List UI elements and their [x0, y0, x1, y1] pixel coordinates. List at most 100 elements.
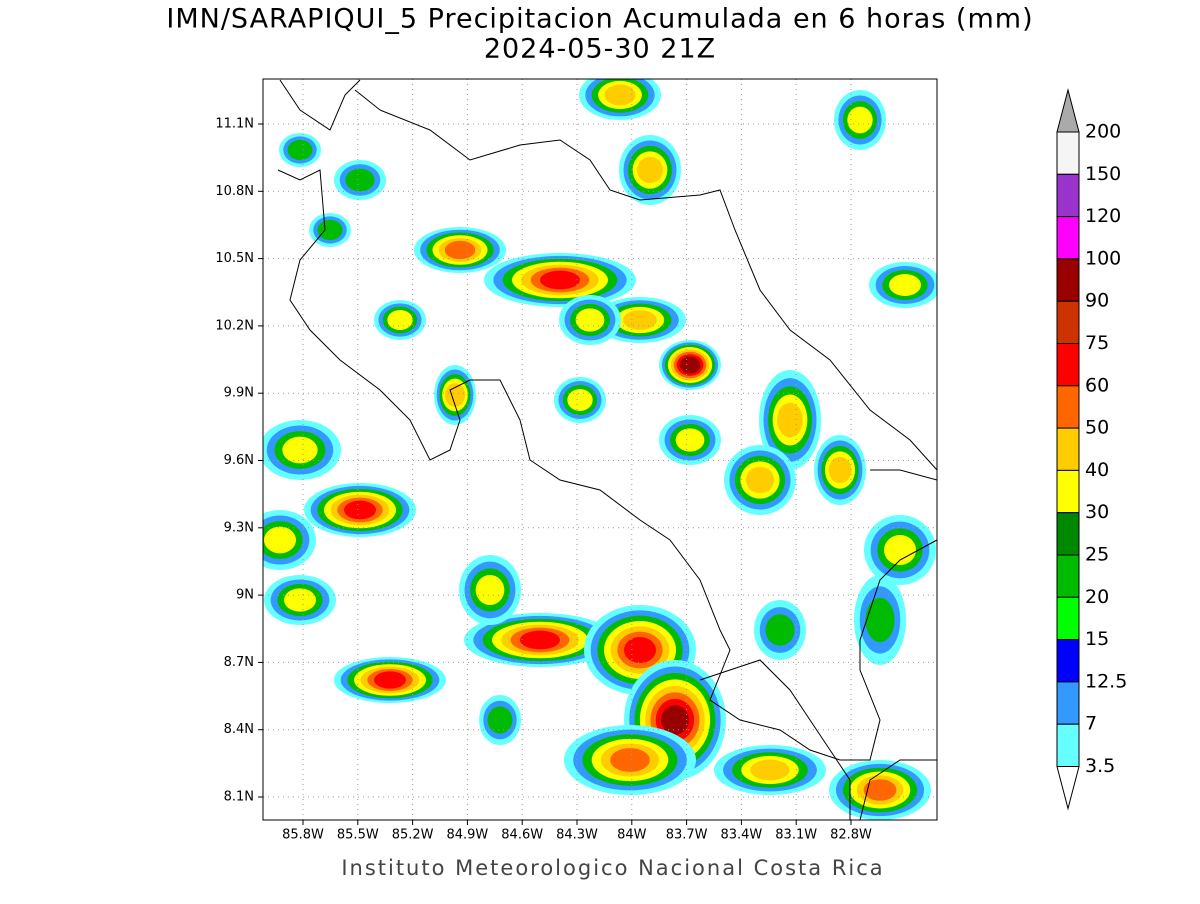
lat-label: 9.9N [224, 386, 254, 401]
precip-blob [345, 168, 375, 192]
coast [279, 79, 361, 131]
precip-blob [264, 526, 296, 554]
precip-blob [317, 219, 343, 241]
precip-blob [344, 500, 376, 520]
colorbar-bin [1056, 512, 1080, 556]
colorbar-label: 7 [1085, 713, 1097, 735]
footer-credit: Instituto Meteorologico Nacional Costa R… [341, 856, 884, 880]
precip-blob [745, 466, 775, 494]
colorbar-bin [1056, 173, 1080, 218]
colorbar-bin [1056, 469, 1080, 514]
lat-label: 11.1N [215, 117, 254, 132]
precip-blob [624, 637, 656, 663]
colorbar-bin [1056, 300, 1080, 345]
precip-blob [623, 310, 657, 330]
colorbar-label: 90 [1085, 290, 1109, 312]
precip-blob [637, 156, 663, 184]
precip-blob [567, 389, 593, 411]
precip-blob [661, 705, 689, 735]
border [699, 659, 851, 820]
colorbar-label: 120 [1085, 205, 1121, 227]
lat-label: 8.4N [224, 722, 254, 737]
map-frame [262, 78, 938, 821]
colorbar-label: 150 [1085, 163, 1121, 185]
colorbar-bin [1056, 723, 1080, 768]
precip-blob [604, 84, 636, 106]
precip-blob [865, 597, 895, 643]
colorbar-bin [1056, 596, 1080, 641]
precip-blob [520, 630, 560, 650]
colorbar-label: 60 [1085, 374, 1109, 396]
lat-label: 10.8N [215, 184, 254, 199]
grid: 11.1N 10.8N 10.5N 10.2N 9.9N 9.6N 9.3N 9N 8.7N 8.… [215, 79, 937, 843]
colorbar-bin [1056, 639, 1080, 683]
lon-label: 84.9W [446, 828, 488, 843]
precip-blob [863, 779, 897, 801]
border [870, 469, 937, 481]
colorbar-label: 25 [1085, 544, 1109, 566]
precip-blob [765, 614, 795, 646]
colorbar-label: 200 [1085, 121, 1121, 143]
colorbar-bin [1056, 681, 1080, 725]
precip-field [263, 79, 937, 820]
precip-blob [884, 535, 916, 565]
coastline [277, 79, 937, 820]
precip-blob [444, 383, 466, 407]
precip-blob [287, 139, 313, 161]
lon-label: 84.3W [556, 828, 598, 843]
lon-label: 84.6W [501, 828, 543, 843]
lat-label: 8.1N [224, 790, 254, 805]
precip-blob [610, 748, 650, 772]
precip-blob [374, 671, 406, 689]
coast [354, 89, 937, 471]
colorbar: 200 150 120 100 90 75 60 50 40 30 25 20 15 12.5 7 3.5 [1056, 88, 1127, 811]
colorbar-bin [1056, 216, 1080, 260]
lat-label: 8.7N [224, 655, 254, 670]
precip-blob [284, 588, 316, 612]
precip-blob [282, 436, 318, 464]
coast [859, 759, 937, 820]
precip-blob [889, 274, 921, 296]
colorbar-bin [1056, 258, 1080, 302]
colorbar-under [1056, 766, 1080, 811]
subtitle: 2024-05-30 21Z [484, 34, 716, 65]
colorbar-bin [1056, 427, 1080, 471]
precip-blob [444, 240, 476, 260]
colorbar-over [1056, 88, 1080, 133]
precip-blob [847, 106, 873, 134]
precip-blob [487, 706, 513, 734]
precip-blob [679, 356, 701, 374]
lon-label: 83.7W [666, 828, 708, 843]
precip-blob [575, 308, 605, 332]
precip-blob [750, 759, 790, 781]
colorbar-bin [1056, 131, 1080, 175]
colorbar-label: 15 [1085, 628, 1109, 650]
precip-blob [828, 456, 852, 484]
colorbar-label: 40 [1085, 459, 1109, 481]
colorbar-label: 75 [1085, 332, 1109, 354]
precip-blob [475, 575, 505, 605]
precip-blob [777, 402, 803, 438]
title: IMN/SARAPIQUI_5 Precipitacion Acumulada … [166, 4, 1033, 35]
colorbar-bin [1056, 385, 1080, 429]
precip-blob [387, 310, 413, 330]
lon-label: 85.5W [337, 828, 379, 843]
colorbar-label: 3.5 [1085, 755, 1115, 777]
precip-blob [675, 428, 705, 452]
colorbar-bin [1056, 554, 1080, 598]
lat-label: 10.2N [215, 318, 254, 333]
coast [277, 169, 937, 761]
lon-label: 85.8W [282, 828, 324, 843]
colorbar-label: 100 [1085, 247, 1121, 269]
lon-label: 84W [617, 828, 647, 843]
lat-label: 9.6N [224, 453, 254, 468]
lon-label: 85.2W [392, 828, 434, 843]
lon-label: 82.8W [830, 828, 872, 843]
lat-label: 9.3N [224, 520, 254, 535]
lat-label: 10.5N [215, 251, 254, 266]
precip-blob [540, 270, 580, 290]
lon-label: 83.4W [720, 828, 762, 843]
colorbar-label: 20 [1085, 586, 1109, 608]
lon-label: 83.1W [775, 828, 817, 843]
